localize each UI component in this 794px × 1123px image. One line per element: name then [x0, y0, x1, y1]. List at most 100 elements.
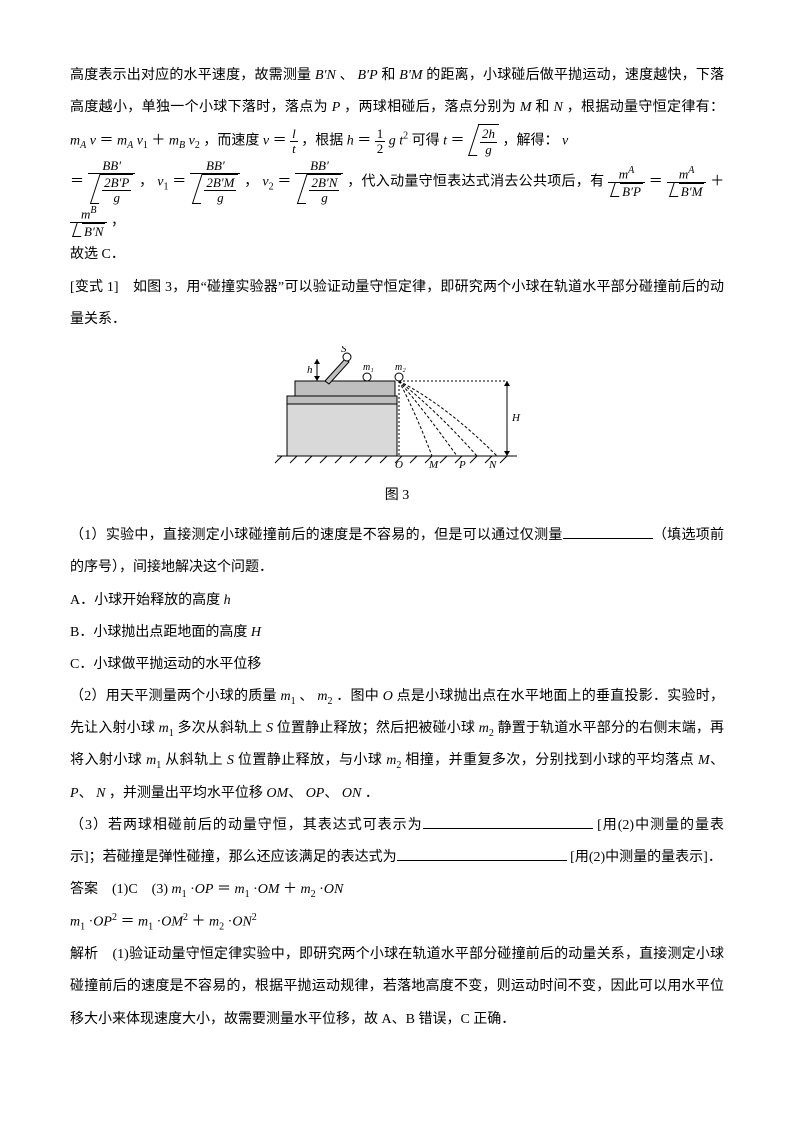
op: ＋: [283, 882, 297, 897]
var: M: [698, 753, 710, 768]
sub: A: [80, 140, 86, 151]
label-H: H: [511, 412, 521, 424]
figure-caption: 图 3: [70, 480, 724, 512]
paragraph-3: 故选 C．: [70, 239, 724, 271]
text: ，: [139, 174, 153, 189]
var: B′P: [358, 68, 378, 83]
op: ＝: [70, 174, 84, 189]
fraction: 12: [375, 127, 386, 157]
var: S: [227, 753, 234, 768]
var: m: [146, 753, 156, 768]
var: m: [117, 134, 127, 149]
var: m: [169, 134, 179, 149]
var: h: [224, 593, 231, 608]
sqrt: 2hg: [468, 124, 499, 158]
question-2: （2）用天平测量两个小球的质量 m1 、 m2 ．图中 O 点是小球抛出点在水平…: [70, 681, 724, 810]
label-m1: m₁: [363, 362, 374, 373]
var: N: [96, 786, 105, 801]
sup: 2: [112, 912, 117, 923]
var: OM: [266, 786, 288, 801]
figure-3: h S m₁ m₂ H O M P N: [70, 346, 724, 476]
blank-3: [397, 846, 567, 861]
fraction: BB′2B′Ng: [295, 159, 343, 206]
var: m: [301, 882, 311, 897]
text: ，: [111, 215, 125, 230]
answer-2: m1 ·OP2 ＝ m1 ·OM2 ＋ m2 ·ON2: [70, 906, 724, 939]
text: ．图中: [336, 689, 383, 704]
sub: 1: [163, 181, 168, 192]
sub: 1: [169, 728, 174, 739]
text: A．小球开始释放的高度: [70, 593, 224, 608]
label-m2: m₂: [395, 362, 406, 373]
text: 、: [710, 753, 724, 768]
text: 、: [299, 689, 313, 704]
text: ，根据: [301, 134, 347, 149]
text: 和: [381, 68, 399, 83]
sub: 1: [80, 922, 85, 933]
sup: 2: [403, 131, 408, 142]
var: m: [234, 882, 244, 897]
question-1: （1）实验中，直接测定小球碰撞前后的速度是不容易的，但是可以通过仅测量（填选项前…: [70, 520, 724, 584]
fraction: BB′2B′Pg: [88, 159, 135, 206]
text: 从斜轨上: [165, 753, 227, 768]
var: OP: [306, 786, 325, 801]
sub: 1: [148, 922, 153, 933]
var: m: [70, 915, 80, 930]
var: m: [479, 721, 489, 736]
fraction: lt: [290, 127, 298, 157]
var: m: [317, 689, 327, 704]
blank-1: [563, 524, 653, 539]
var: ON: [342, 786, 361, 801]
text: 答案 (1)C (3): [70, 882, 168, 897]
fraction: mBB′N: [70, 205, 107, 239]
label-N: N: [488, 459, 497, 471]
text: ，而速度: [203, 134, 263, 149]
op: ＝: [217, 882, 231, 897]
sub: 1: [291, 696, 296, 707]
paragraph-2: ＝ BB′2B′Pg ， v1 ＝ BB′2B′Mg ， v2 ＝ BB′2B′…: [70, 159, 724, 240]
var: m: [159, 721, 169, 736]
var: v: [90, 134, 96, 149]
var: OP: [195, 882, 214, 897]
op: ＝: [277, 174, 291, 189]
op: ＝: [99, 134, 113, 149]
option-b: B．小球抛出点距地面的高度 H: [70, 617, 724, 649]
sub: 2: [311, 889, 316, 900]
fraction: mAB′M: [667, 165, 707, 199]
op: ＋: [710, 174, 724, 189]
text: 、: [324, 786, 338, 801]
var: m: [280, 689, 290, 704]
label-h: h: [307, 364, 313, 376]
op: ＝: [649, 174, 663, 189]
label-M: M: [428, 459, 439, 471]
op: ＝: [273, 134, 287, 149]
text: 多次从斜轨上: [177, 721, 266, 736]
paragraph-1: 高度表示出对应的水平速度，故需测量 B′N 、 B′P 和 B′M 的距离，小球…: [70, 60, 724, 159]
variant-1: [变式 1] 如图 3，用“碰撞实验器”可以验证动量守恒定律，即研究两个小球在轨…: [70, 272, 724, 336]
var: S: [266, 721, 273, 736]
text: B．小球抛出点距地面的高度: [70, 625, 251, 640]
text: ，根据动量守恒定律有：: [567, 100, 724, 115]
var: B′M: [399, 68, 422, 83]
var: h: [347, 134, 354, 149]
sub: 1: [182, 889, 187, 900]
text: 高度表示出对应的水平速度，故需测量: [70, 68, 315, 83]
var: M: [520, 100, 532, 115]
var: P: [70, 786, 79, 801]
var: m: [172, 882, 182, 897]
sup: 2: [252, 912, 257, 923]
op: ＝: [450, 134, 464, 149]
sub: 2: [195, 140, 200, 151]
text: ，: [244, 174, 258, 189]
text: 和: [535, 100, 553, 115]
var: H: [251, 625, 261, 640]
collision-diagram: h S m₁ m₂ H O M P N: [267, 346, 527, 476]
sub: 1: [156, 760, 161, 771]
var: N: [554, 100, 563, 115]
sub: 2: [489, 728, 494, 739]
text: ，并测量出平均水平位移: [109, 786, 267, 801]
var: OM: [161, 915, 183, 930]
var: t: [443, 134, 447, 149]
text: 、: [288, 786, 302, 801]
text: 、: [340, 68, 354, 83]
